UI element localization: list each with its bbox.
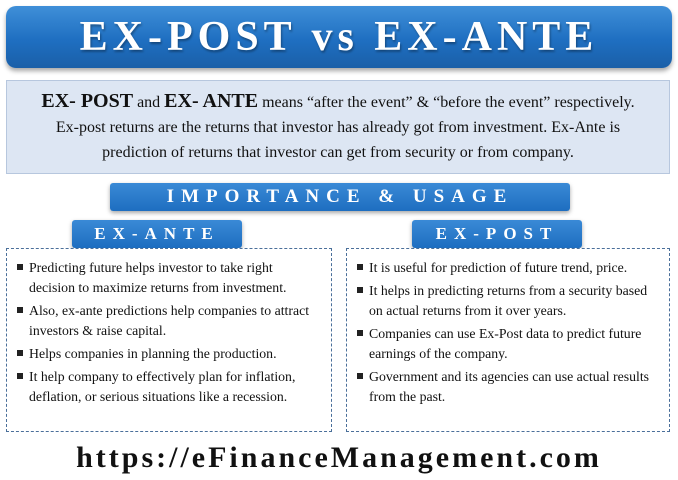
- list-item: It helps in predicting returns from a se…: [357, 281, 659, 321]
- list-item-text: Also, ex-ante predictions help companies…: [29, 303, 310, 338]
- title-banner: EX-POST vs EX-ANTE: [6, 6, 672, 68]
- intro-line-3: prediction of returns that investor can …: [102, 144, 574, 161]
- list-item: It is useful for prediction of future tr…: [357, 258, 659, 278]
- term-ex-post: EX- POST: [41, 90, 134, 112]
- list-item-text: It is useful for prediction of future tr…: [369, 260, 628, 275]
- intro-and: and: [137, 94, 161, 111]
- list-item-text: Government and its agencies can use actu…: [369, 369, 650, 404]
- square-bullet-icon: [17, 264, 23, 270]
- term-ex-ante: EX- ANTE: [164, 90, 259, 112]
- intro-line-2: Ex-post returns are the returns that inv…: [55, 119, 621, 136]
- square-bullet-icon: [17, 350, 23, 356]
- intro-definition: means “after the event” & “before the ev…: [262, 94, 635, 111]
- footer-url: https://eFinanceManagement.com: [76, 441, 602, 474]
- list-item: Predicting future helps investor to take…: [17, 258, 321, 298]
- list-item: Government and its agencies can use actu…: [357, 367, 659, 407]
- list-item-text: Companies can use Ex-Post data to predic…: [369, 326, 642, 361]
- square-bullet-icon: [357, 287, 363, 293]
- section-heading-importance-usage: IMPORTANCE & USAGE: [110, 183, 570, 211]
- list-item: It help company to effectively plan for …: [17, 367, 321, 407]
- list-item-text: It help company to effectively plan for …: [29, 369, 296, 404]
- intro-box: EX- POST and EX- ANTE means “after the e…: [6, 80, 670, 174]
- list-item: Helps companies in planning the producti…: [17, 344, 321, 364]
- square-bullet-icon: [357, 373, 363, 379]
- list-item: Also, ex-ante predictions help companies…: [17, 301, 321, 341]
- square-bullet-icon: [17, 373, 23, 379]
- list-item-text: It helps in predicting returns from a se…: [369, 283, 648, 318]
- heading-ex-ante: EX-ANTE: [72, 220, 242, 248]
- list-item: Companies can use Ex-Post data to predic…: [357, 324, 659, 364]
- intro-line-1: EX- POST and EX- ANTE means “after the e…: [7, 89, 669, 115]
- ex-post-list: It is useful for prediction of future tr…: [357, 258, 659, 407]
- list-item-text: Predicting future helps investor to take…: [29, 260, 287, 295]
- list-item-text: Helps companies in planning the producti…: [29, 346, 277, 361]
- square-bullet-icon: [17, 307, 23, 313]
- ex-ante-panel: Predicting future helps investor to take…: [6, 248, 332, 432]
- ex-post-panel: It is useful for prediction of future tr…: [346, 248, 670, 432]
- heading-ex-post: EX-POST: [412, 220, 582, 248]
- page-title: EX-POST vs EX-ANTE: [79, 14, 599, 60]
- ex-ante-list: Predicting future helps investor to take…: [17, 258, 321, 407]
- square-bullet-icon: [357, 264, 363, 270]
- square-bullet-icon: [357, 330, 363, 336]
